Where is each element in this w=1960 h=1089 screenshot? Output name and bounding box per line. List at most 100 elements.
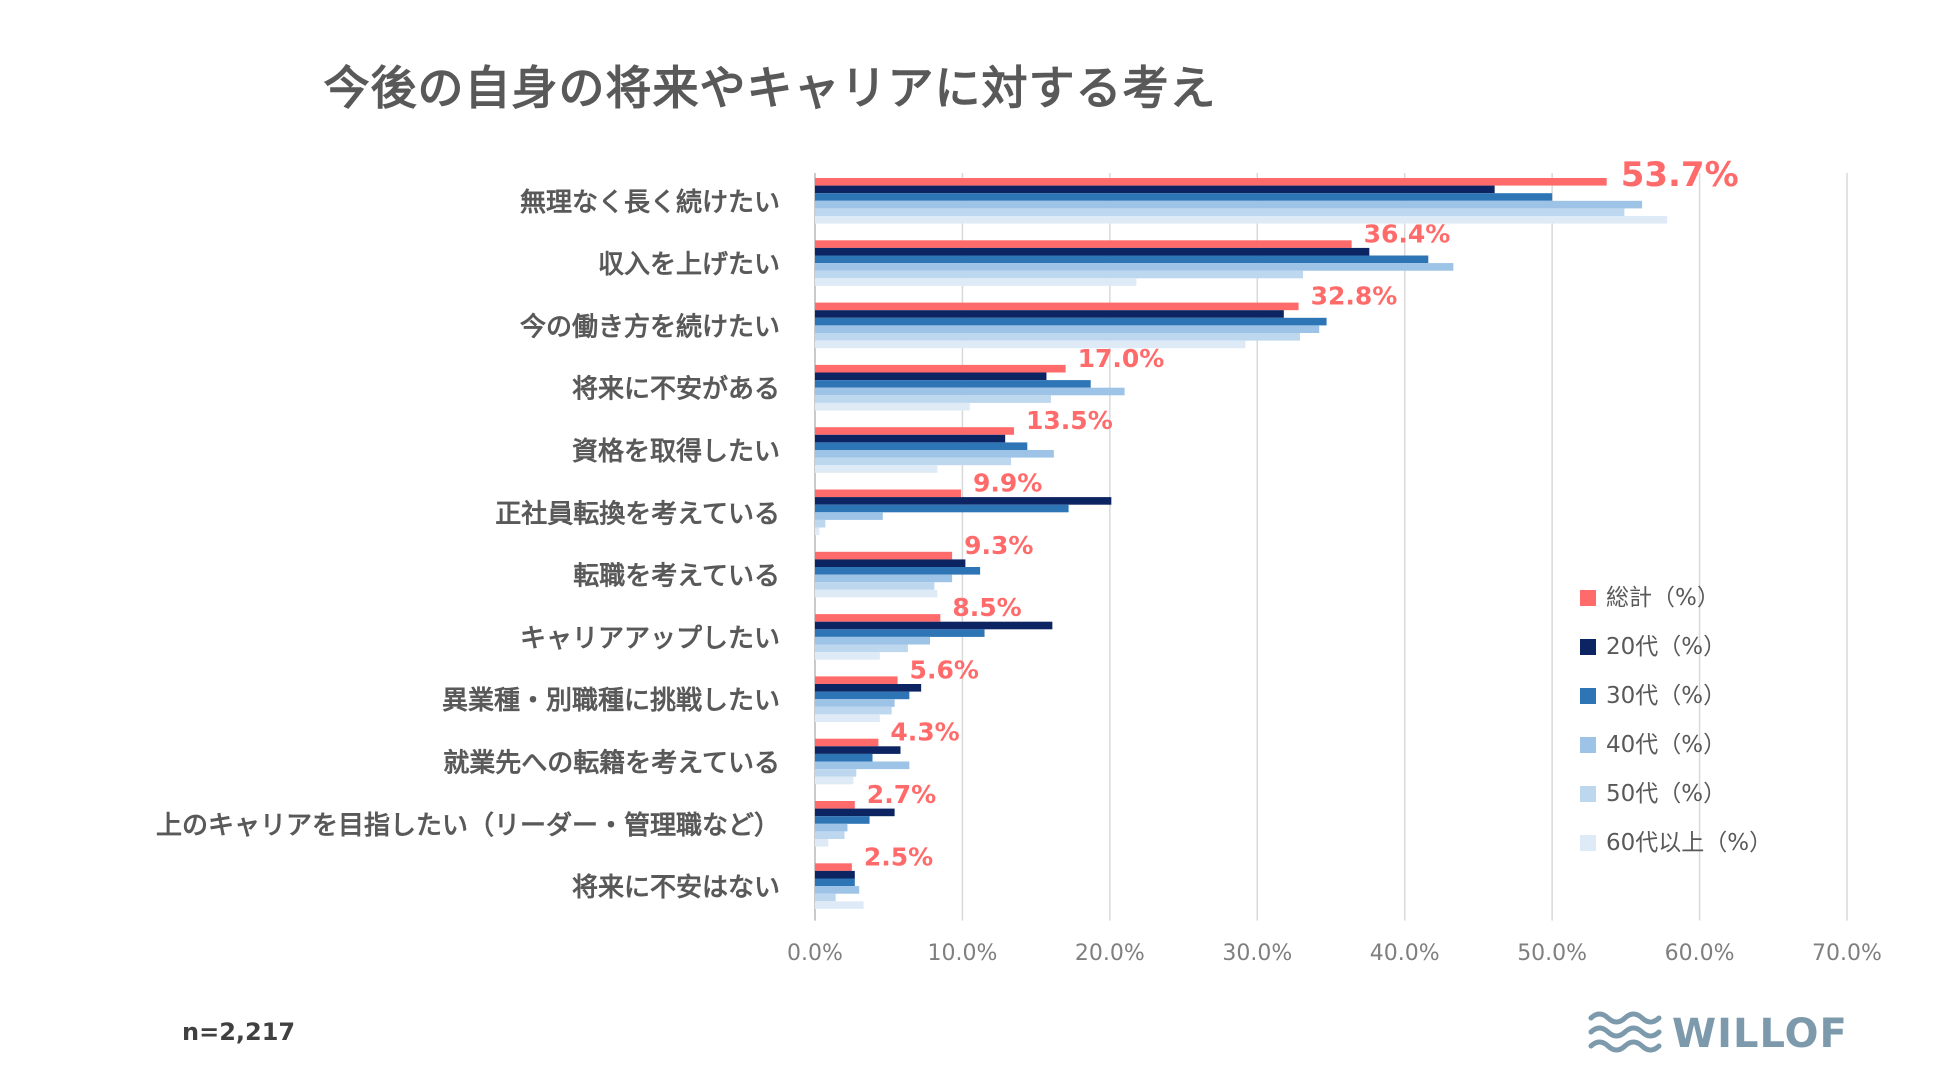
bar (815, 901, 864, 909)
legend: 総計（%） 20代（%） 30代（%） 40代（%） 50代（%） 60代以上（%） (1580, 585, 1772, 856)
bar (815, 302, 1299, 311)
bar (815, 589, 938, 598)
data-label: 2.7% (867, 780, 936, 809)
bar (815, 753, 873, 762)
data-label: 5.6% (910, 655, 979, 684)
legend-label: 20代（%） (1606, 634, 1726, 660)
category-label: 将来に不安がある (572, 374, 780, 405)
data-label: 13.5% (1026, 406, 1113, 435)
legend-label: 総計（%） (1606, 585, 1720, 611)
category-label: 転職を考えている (573, 562, 780, 592)
category-labels: 無理なく長く続けたい収入を上げたい今の働き方を続けたい将来に不安がある資格を取得… (156, 187, 780, 903)
bar (815, 684, 922, 692)
x-tick-label: 30.0% (1222, 941, 1292, 966)
bar (815, 636, 930, 645)
data-label: 53.7% (1621, 155, 1739, 195)
category-label: 上のキャリアを目指したい（リーダー・管理職など） (156, 810, 780, 841)
category-label: キャリアアップしたい (520, 624, 780, 654)
brand-name: WILLOF (1672, 1011, 1848, 1057)
bar (815, 208, 1625, 216)
bar (815, 333, 1301, 341)
x-tick-label: 0.0% (787, 941, 843, 966)
bar (815, 863, 852, 871)
bar (815, 255, 1429, 264)
data-label: 4.3% (890, 718, 959, 747)
category-label: 今の働き方を続けたい (520, 311, 780, 342)
bar (815, 808, 895, 817)
bar (815, 193, 1553, 201)
bar (815, 519, 826, 528)
bar (815, 816, 870, 824)
legend-swatch (1580, 639, 1596, 655)
bar (815, 652, 880, 660)
bar (815, 823, 848, 832)
bar (815, 776, 854, 785)
bar (815, 878, 855, 887)
legend-label: 30代（%） (1606, 683, 1726, 709)
bar (815, 457, 1012, 466)
bar (815, 614, 941, 622)
bar (815, 527, 820, 536)
x-tick-label: 10.0% (927, 941, 997, 966)
legend-label: 60代以上（%） (1606, 830, 1772, 856)
bar (815, 831, 845, 839)
bar (815, 200, 1643, 209)
bar (815, 380, 1091, 388)
bar (815, 278, 1137, 286)
legend-label: 50代（%） (1606, 781, 1726, 807)
bar (815, 240, 1352, 248)
bar (815, 574, 953, 583)
legend-swatch (1580, 786, 1596, 802)
sample-size-note: n=2,217 (182, 1018, 296, 1046)
x-tick-label: 40.0% (1370, 941, 1440, 966)
bar (815, 582, 935, 590)
bar (815, 699, 895, 707)
legend-swatch (1580, 737, 1596, 753)
bar (815, 364, 1066, 373)
bar (815, 434, 1006, 443)
chart-title: 今後の自身の将来やキャリアに対する考え (323, 61, 1217, 115)
bar (815, 621, 1053, 630)
gridlines (814, 173, 1848, 921)
bar (815, 450, 1054, 458)
bar (815, 317, 1327, 326)
legend-label: 40代（%） (1606, 732, 1726, 758)
bar (815, 395, 1051, 403)
bar (815, 629, 985, 637)
legend-swatch (1580, 835, 1596, 851)
bar (815, 886, 860, 894)
bar (815, 738, 879, 747)
bar (815, 893, 836, 902)
bar (815, 442, 1028, 450)
bar (815, 512, 883, 520)
bar (815, 185, 1495, 194)
category-label: 無理なく長く続けたい (520, 187, 780, 218)
bar (815, 489, 961, 498)
category-label: 就業先への転籍を考えている (443, 748, 780, 779)
bar (815, 504, 1069, 513)
bar (815, 310, 1284, 318)
data-label: 36.4% (1364, 219, 1451, 248)
data-label: 32.8% (1311, 282, 1398, 311)
data-label: 9.9% (973, 469, 1042, 498)
bar (815, 465, 938, 473)
bar (815, 676, 898, 684)
data-label: 8.5% (952, 593, 1021, 622)
legend-swatch (1580, 688, 1596, 704)
data-label: 17.0% (1078, 344, 1165, 373)
bar (815, 551, 953, 560)
x-tick-label: 60.0% (1665, 941, 1735, 966)
bars (815, 178, 1668, 909)
data-labels: 53.7% 36.4% 32.8% 17.0% 13.5% 9.9% 9.3% 8.5% 5.6… (864, 155, 1739, 871)
category-label: 資格を取得したい (572, 436, 780, 467)
bar (815, 340, 1246, 349)
bar (815, 559, 966, 567)
bar (815, 247, 1370, 256)
bar (815, 427, 1015, 435)
bar (815, 178, 1607, 186)
bar (815, 387, 1125, 396)
category-label: 異業種・別職種に挑戦したい (442, 686, 780, 716)
bar (815, 263, 1454, 271)
bar (815, 644, 908, 653)
